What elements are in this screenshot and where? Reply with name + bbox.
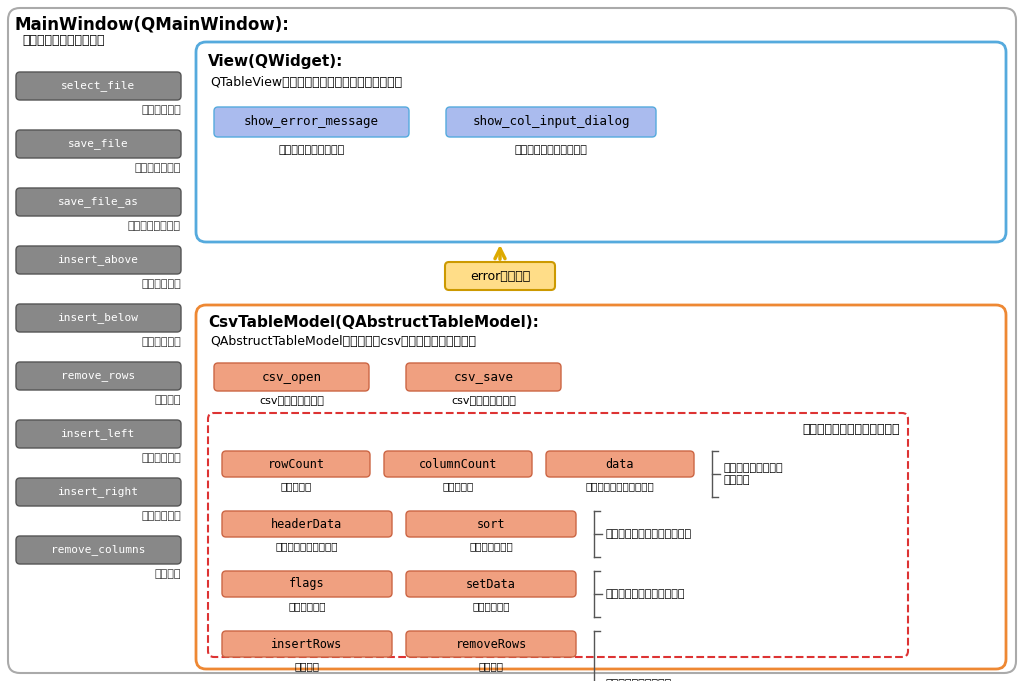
Text: insert_left: insert_left bbox=[61, 428, 135, 439]
Text: csv_save: csv_save bbox=[454, 370, 513, 383]
FancyBboxPatch shape bbox=[222, 511, 392, 537]
Text: QTableViewでテーブルビューを表示するクラス: QTableViewでテーブルビューを表示するクラス bbox=[210, 76, 402, 89]
FancyBboxPatch shape bbox=[196, 42, 1006, 242]
FancyBboxPatch shape bbox=[222, 631, 392, 657]
Text: エラーダイアログ表示: エラーダイアログ表示 bbox=[279, 145, 345, 155]
Text: 行を削除: 行を削除 bbox=[478, 661, 504, 671]
Text: remove_rows: remove_rows bbox=[61, 371, 135, 381]
Text: ファイル選択: ファイル選択 bbox=[141, 105, 181, 115]
FancyBboxPatch shape bbox=[406, 571, 575, 597]
Text: フラグの返却: フラグの返却 bbox=[288, 601, 326, 611]
FancyBboxPatch shape bbox=[8, 8, 1016, 673]
Text: データをソート: データをソート bbox=[469, 541, 513, 551]
Text: rowCount: rowCount bbox=[267, 458, 325, 471]
Text: 行数を返却: 行数を返却 bbox=[281, 481, 311, 491]
FancyBboxPatch shape bbox=[16, 188, 181, 216]
Text: data: data bbox=[606, 458, 634, 471]
FancyBboxPatch shape bbox=[16, 72, 181, 100]
Text: setData: setData bbox=[466, 577, 516, 590]
Text: 名前を付けて保存: 名前を付けて保存 bbox=[128, 221, 181, 231]
Text: ファイルを保存: ファイルを保存 bbox=[134, 163, 181, 173]
Text: データのソート関連メソッド: データのソート関連メソッド bbox=[606, 529, 692, 539]
Text: headerData: headerData bbox=[271, 518, 343, 530]
FancyBboxPatch shape bbox=[446, 107, 656, 137]
FancyBboxPatch shape bbox=[16, 478, 181, 506]
FancyBboxPatch shape bbox=[546, 451, 694, 477]
Text: 左に列を追加: 左に列を追加 bbox=[141, 453, 181, 463]
FancyBboxPatch shape bbox=[222, 571, 392, 597]
FancyBboxPatch shape bbox=[16, 246, 181, 274]
Text: 下に行を追加: 下に行を追加 bbox=[141, 337, 181, 347]
FancyBboxPatch shape bbox=[208, 413, 908, 657]
Text: 列を削除: 列を削除 bbox=[155, 569, 181, 579]
Text: 最低限実装が必要な
メソッド: 最低限実装が必要な メソッド bbox=[724, 463, 783, 485]
Text: insertRows: insertRows bbox=[271, 637, 343, 650]
Text: 行を追加: 行を追加 bbox=[295, 661, 319, 671]
Text: save_file: save_file bbox=[69, 138, 129, 149]
Text: 行列操作関連メソッド: 行列操作関連メソッド bbox=[606, 679, 672, 681]
FancyBboxPatch shape bbox=[384, 451, 532, 477]
Text: 行を削除: 行を削除 bbox=[155, 395, 181, 405]
FancyBboxPatch shape bbox=[16, 420, 181, 448]
Text: insert_right: insert_right bbox=[58, 486, 139, 497]
Text: 指定セルのデータを返却: 指定セルのデータを返却 bbox=[586, 481, 654, 491]
Text: save_file_as: save_file_as bbox=[58, 197, 139, 208]
FancyBboxPatch shape bbox=[16, 362, 181, 390]
FancyBboxPatch shape bbox=[406, 511, 575, 537]
Text: insert_above: insert_above bbox=[58, 255, 139, 266]
FancyBboxPatch shape bbox=[406, 631, 575, 657]
Text: MainWindow(QMainWindow):: MainWindow(QMainWindow): bbox=[14, 16, 289, 34]
Text: csvファイルを保存: csvファイルを保存 bbox=[451, 396, 516, 406]
Text: sort: sort bbox=[477, 518, 505, 530]
FancyBboxPatch shape bbox=[406, 363, 561, 391]
Text: select_file: select_file bbox=[61, 80, 135, 91]
Text: show_col_input_dialog: show_col_input_dialog bbox=[472, 116, 630, 129]
Text: QAbstructTableModelを継承したcsvデータのモデルクラス: QAbstructTableModelを継承したcsvデータのモデルクラス bbox=[210, 335, 476, 348]
Text: View(QWidget):: View(QWidget): bbox=[208, 54, 343, 69]
FancyBboxPatch shape bbox=[16, 304, 181, 332]
Text: 右に列を追加: 右に列を追加 bbox=[141, 511, 181, 521]
Text: オーバーライドするメソッド: オーバーライドするメソッド bbox=[803, 423, 900, 436]
Text: flags: flags bbox=[289, 577, 325, 590]
Text: ヘッダーデータを返却: ヘッダーデータを返却 bbox=[275, 541, 338, 551]
FancyBboxPatch shape bbox=[214, 363, 369, 391]
Text: errorシグナル: errorシグナル bbox=[470, 270, 530, 283]
Text: remove_columns: remove_columns bbox=[51, 545, 145, 556]
Text: 上に行を追加: 上に行を追加 bbox=[141, 279, 181, 289]
Text: 列名指定ダイアログ表示: 列名指定ダイアログ表示 bbox=[515, 145, 588, 155]
Text: show_error_message: show_error_message bbox=[244, 116, 379, 129]
Text: CsvTableModel(QAbstructTableModel):: CsvTableModel(QAbstructTableModel): bbox=[208, 315, 539, 330]
FancyBboxPatch shape bbox=[222, 451, 370, 477]
FancyBboxPatch shape bbox=[445, 262, 555, 290]
Text: 書き込み対応関連メソッド: 書き込み対応関連メソッド bbox=[606, 589, 685, 599]
Text: csvファイルを開く: csvファイルを開く bbox=[259, 396, 324, 406]
Text: insert_below: insert_below bbox=[58, 313, 139, 323]
Text: csv_open: csv_open bbox=[261, 370, 322, 383]
Text: メインウィンドウクラス: メインウィンドウクラス bbox=[22, 34, 104, 47]
Text: データを設定: データを設定 bbox=[472, 601, 510, 611]
Text: 列数を返却: 列数を返却 bbox=[442, 481, 474, 491]
FancyBboxPatch shape bbox=[214, 107, 409, 137]
FancyBboxPatch shape bbox=[16, 536, 181, 564]
FancyBboxPatch shape bbox=[196, 305, 1006, 669]
FancyBboxPatch shape bbox=[16, 130, 181, 158]
Text: removeRows: removeRows bbox=[456, 637, 526, 650]
Text: columnCount: columnCount bbox=[419, 458, 498, 471]
